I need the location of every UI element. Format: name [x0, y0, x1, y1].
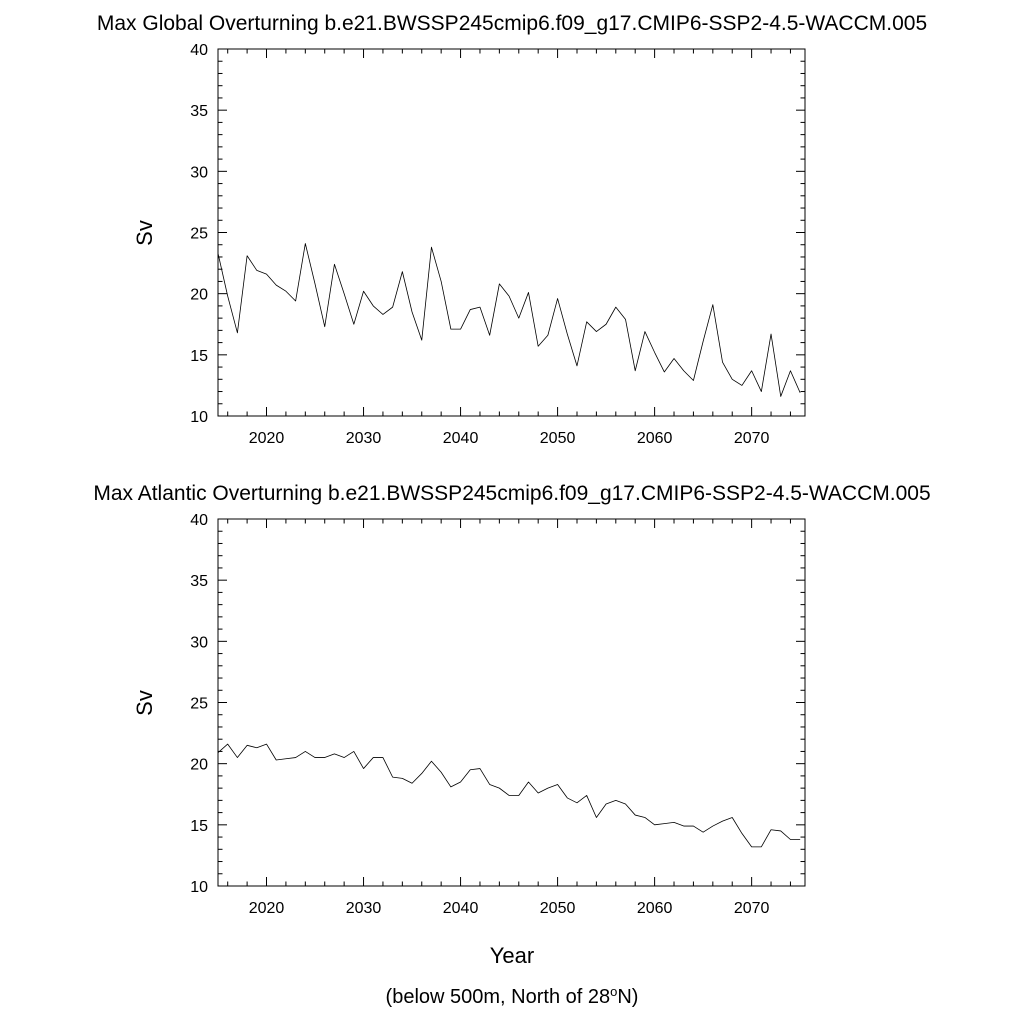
x-tick-label: 2060 [637, 900, 673, 917]
footnote-superscript: o [610, 984, 617, 999]
x-axis-label: Year [490, 943, 534, 968]
chart-title-global: Max Global Overturning b.e21.BWSSP245cmi… [97, 12, 927, 35]
x-tick-label: 2020 [249, 900, 285, 917]
y-tick-label: 40 [190, 42, 208, 59]
tick-marks-atlantic [218, 518, 805, 887]
x-tick-label: 2030 [346, 900, 382, 917]
x-tick-label: 2040 [443, 900, 479, 917]
tick-labels-atlantic: 10 15 20 25 30 35 40 2020 2030 2040 2050 2060 2070 [190, 512, 769, 917]
tick-labels-global: 10 15 20 25 30 35 40 2020 2030 2040 2050 2060 2070 [190, 42, 769, 447]
y-tick-label: 15 [190, 348, 208, 365]
y-tick-label: 30 [190, 634, 208, 651]
global-overturning-panel: Max Global Overturning b.e21.BWSSP245cmi… [97, 12, 927, 447]
y-tick-label: 20 [190, 287, 208, 304]
x-tick-label: 2020 [249, 430, 285, 447]
y-tick-label: 40 [190, 512, 208, 529]
y-axis-label-global: Sv [132, 220, 157, 246]
y-tick-label: 25 [190, 226, 208, 243]
y-tick-label: 25 [190, 696, 208, 713]
series-line-atlantic [217, 743, 801, 848]
y-tick-label: 30 [190, 164, 208, 181]
chart-title-atlantic: Max Atlantic Overturning b.e21.BWSSP245c… [93, 482, 930, 505]
x-tick-label: 2060 [637, 430, 673, 447]
x-tick-label: 2040 [443, 430, 479, 447]
y-tick-label: 35 [190, 573, 208, 590]
y-tick-label: 15 [190, 818, 208, 835]
y-tick-label: 10 [190, 879, 208, 896]
footnote: (below 500m, North of 28oN) [386, 984, 639, 1009]
y-tick-label: 35 [190, 103, 208, 120]
y-axis-label-atlantic: Sv [132, 690, 157, 716]
y-tick-label: 20 [190, 757, 208, 774]
y-tick-label: 10 [190, 409, 208, 426]
x-tick-label: 2050 [540, 430, 576, 447]
x-tick-label: 2070 [734, 430, 770, 447]
plot-frame-atlantic [217, 518, 806, 887]
x-tick-label: 2050 [540, 900, 576, 917]
tick-marks-global [218, 48, 805, 417]
plot-frame-global [217, 48, 806, 417]
atlantic-overturning-panel: Max Atlantic Overturning b.e21.BWSSP245c… [93, 482, 930, 917]
series-line-global [217, 243, 801, 397]
footnote-prefix: (below 500m, North of 28 [386, 986, 611, 1008]
x-tick-label: 2070 [734, 900, 770, 917]
x-tick-label: 2030 [346, 430, 382, 447]
footnote-suffix: N) [617, 986, 638, 1008]
